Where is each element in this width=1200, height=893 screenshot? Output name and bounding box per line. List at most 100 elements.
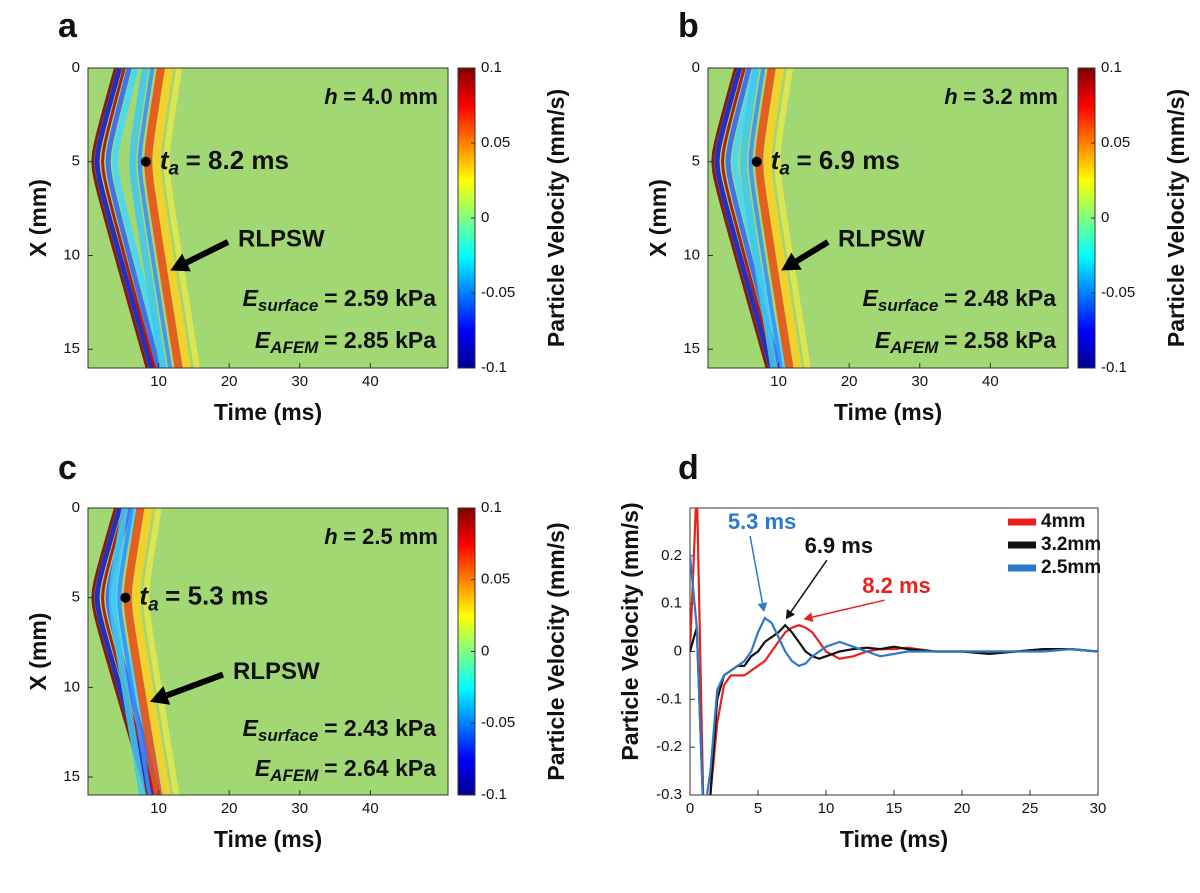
y-tick-label: -0.2 [656, 738, 682, 755]
arrival-label-part: a [148, 595, 159, 616]
arrow-shaft [165, 671, 225, 699]
modulus-label: Esurface = 2.59 kPa [243, 285, 437, 315]
colorbar-tick-label: -0.1 [481, 359, 507, 376]
wave-band [129, 68, 167, 368]
heatmap-image [88, 508, 448, 795]
modulus-label-part: E [255, 327, 271, 353]
x-tick-label: 30 [1090, 800, 1107, 817]
wave-band [721, 68, 777, 368]
colorbar-tick-label: -0.05 [481, 284, 515, 301]
y-tick-label: 10 [683, 246, 700, 263]
panel-label: c [58, 449, 77, 487]
arrival-label-part: t [160, 145, 170, 175]
thickness-label: h = 3.2 mm [944, 84, 1058, 109]
y-tick-label: 0 [692, 59, 700, 76]
wave-label: RLPSW [238, 225, 325, 252]
wave-band [739, 68, 778, 368]
arrival-point [751, 156, 762, 167]
colorbar-tick-label: -0.05 [1101, 284, 1135, 301]
plot-frame [87, 507, 449, 796]
x-axis-label: Time (ms) [214, 399, 322, 425]
modulus-label-part: E [863, 285, 879, 311]
arrival-label: ta = 6.9 ms [771, 145, 900, 180]
heatmap-image [88, 68, 448, 368]
x-tick-label: 10 [150, 800, 167, 817]
legend-label: 2.5mm [1041, 557, 1101, 578]
modulus-label-part: AFEM [889, 338, 939, 357]
x-tick-label: 10 [150, 373, 167, 390]
x-axis-label: Time (ms) [214, 826, 322, 852]
arrival-label-part: = 5.3 ms [165, 581, 268, 611]
x-tick-label: 40 [362, 373, 379, 390]
modulus-label-part: E [243, 715, 259, 741]
wave-band [763, 68, 802, 368]
x-axis-label: Time (ms) [834, 399, 942, 425]
thickness-label-part: = 3.2 mm [963, 84, 1058, 109]
x-axis-label: Time (ms) [840, 826, 948, 852]
y-tick-label: 5 [692, 153, 700, 170]
y-tick-label: -0.3 [656, 786, 682, 803]
arrival-label: ta = 5.3 ms [139, 581, 268, 616]
y-tick-label: 0.1 [661, 595, 682, 612]
x-tick-label: 10 [770, 373, 787, 390]
modulus-label-part: AFEM [269, 767, 319, 786]
modulus-label-part: E [255, 755, 271, 781]
colorbar-tick-label: 0 [481, 642, 489, 659]
y-tick-label: 0.2 [661, 547, 682, 564]
arrival-label-part: = 8.2 ms [186, 145, 289, 175]
arrival-label-part: a [779, 159, 790, 180]
modulus-label-part: surface [878, 296, 938, 315]
y-axis-label: X (mm) [25, 179, 51, 257]
modulus-label: EAFEM = 2.58 kPa [875, 327, 1056, 357]
wave-label: RLPSW [838, 225, 925, 252]
wave-band [132, 508, 171, 795]
y-axis-label: Particle Velocity (mm/s) [617, 502, 643, 760]
colorbar-tick-label: 0.1 [481, 499, 502, 516]
wave-band [152, 68, 191, 368]
colorbar-tick-label: -0.1 [481, 786, 507, 803]
legend-label: 4mm [1041, 511, 1085, 532]
modulus-label: Esurface = 2.43 kPa [243, 715, 437, 745]
x-tick-label: 0 [686, 800, 694, 817]
modulus-label: EAFEM = 2.64 kPa [255, 755, 436, 785]
y-tick-label: 5 [72, 589, 80, 606]
y-axis-label: X (mm) [645, 179, 671, 257]
wave-band [711, 68, 769, 368]
x-tick-label: 5 [754, 800, 762, 817]
modulus-label-part: = 2.48 kPa [944, 285, 1056, 311]
y-tick-label: 0 [674, 642, 682, 659]
wave-band [101, 68, 157, 368]
x-tick-label: 20 [221, 373, 238, 390]
arrival-label-part: a [169, 159, 180, 180]
x-tick-label: 20 [841, 373, 858, 390]
modulus-label-part: = 2.85 kPa [324, 327, 436, 353]
arrow-head [781, 252, 802, 271]
wave-band [748, 68, 783, 368]
colorbar-label: Particle Velocity (mm/s) [543, 89, 569, 347]
panel-label: a [58, 7, 78, 45]
colorbar-tick-label: 0.05 [1101, 134, 1130, 151]
annotation: 6.9 ms [805, 533, 874, 558]
wave-band [91, 68, 149, 368]
arrival-point [120, 592, 131, 603]
wave-band [774, 68, 811, 368]
wave-band [117, 508, 152, 795]
x-tick-label: 30 [291, 373, 308, 390]
legend-label: 3.2mm [1041, 534, 1101, 555]
wave-label: RLPSW [233, 658, 320, 685]
colorbar-label: Particle Velocity (mm/s) [543, 522, 569, 780]
modulus-label-part: surface [258, 726, 318, 745]
x-tick-label: 30 [291, 800, 308, 817]
wave-band [94, 68, 154, 368]
heatmap-image [708, 68, 1068, 368]
arrow-head [170, 253, 191, 272]
wave-band [105, 68, 162, 368]
y-tick-label: 15 [683, 340, 700, 357]
modulus-label-part: E [243, 285, 259, 311]
x-tick-label: 10 [818, 800, 835, 817]
modulus-label-part: = 2.59 kPa [324, 285, 436, 311]
arrival-label: ta = 8.2 ms [160, 145, 289, 180]
modulus-label-part: E [875, 327, 891, 353]
modulus-label: EAFEM = 2.85 kPa [255, 327, 436, 357]
arrival-label-part: = 6.9 ms [796, 145, 899, 175]
